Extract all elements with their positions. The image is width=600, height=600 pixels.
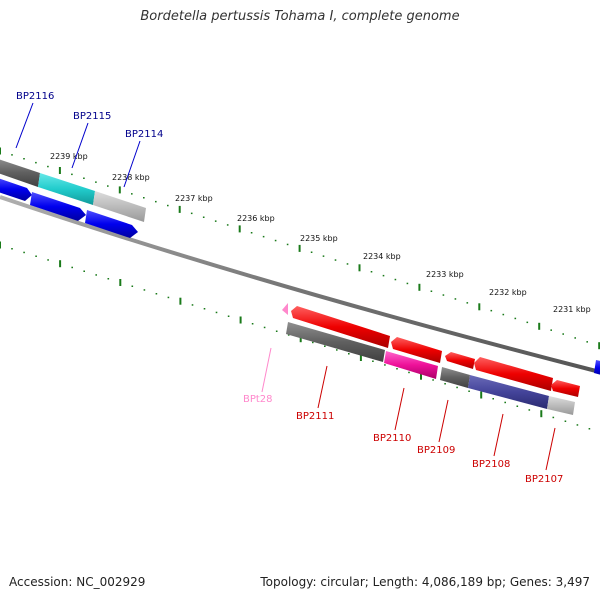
callout-line — [317, 365, 328, 409]
forward-tick-row — [0, 147, 600, 350]
gene-bar-navy[interactable] — [468, 375, 549, 409]
genome-summary: Topology: circular; Length: 4,086,189 bp… — [260, 575, 590, 589]
gene-label-reverse[interactable]: BP2107 — [525, 474, 563, 485]
gene-arrow-red[interactable] — [445, 352, 475, 369]
kbp-tick-label: 2235 kbp — [300, 234, 338, 243]
gene-arrow-red[interactable] — [551, 380, 580, 397]
callout-line — [545, 427, 556, 471]
kbp-tick-label: 2239 kbp — [50, 152, 88, 161]
gene-arrow-red[interactable] — [391, 337, 442, 363]
trna-arrow-pink[interactable] — [282, 303, 288, 315]
kbp-tick-label: 2233 kbp — [426, 270, 464, 279]
gene-bar-lightgray[interactable] — [93, 191, 146, 222]
gene-label-forward[interactable]: BP2114 — [125, 129, 163, 140]
gene-label-forward[interactable]: BP2115 — [73, 111, 111, 122]
kbp-tick-label: 2232 kbp — [489, 288, 527, 297]
callout-line — [261, 347, 272, 393]
gene-arrow-red[interactable] — [474, 357, 553, 391]
gene-label-reverse[interactable]: BP2109 — [417, 445, 455, 456]
gene-arrow-blue[interactable] — [85, 210, 138, 238]
kbp-tick-label: 2237 kbp — [175, 194, 213, 203]
genome-backbone — [0, 195, 600, 374]
kbp-tick-label: 2231 kbp — [553, 305, 591, 314]
gene-bar-lightgray[interactable] — [547, 396, 575, 415]
kbp-tick-label: 2236 kbp — [237, 214, 275, 223]
gene-bar-gray[interactable] — [0, 158, 40, 187]
gene-bar-gray[interactable] — [286, 322, 385, 362]
gene-bar-gray[interactable] — [440, 367, 470, 388]
gene-label-reverse[interactable]: BP2111 — [296, 411, 334, 422]
gene-arrow-blue[interactable] — [30, 192, 86, 221]
callout-line — [15, 102, 34, 149]
gene-label-reverse[interactable]: BP2110 — [373, 433, 411, 444]
gene-label-forward[interactable]: BP2116 — [16, 91, 54, 102]
gene-arrow-red[interactable] — [291, 306, 390, 348]
callout-line — [123, 140, 141, 188]
callout-line — [493, 413, 504, 457]
callout-line — [394, 387, 405, 431]
forward-feature-track — [0, 158, 146, 238]
gene-label-trna[interactable]: BPt28 — [243, 394, 273, 405]
gene-arrow-blue[interactable] — [0, 177, 32, 201]
gene-bar-cyan[interactable] — [38, 173, 95, 205]
gene-label-reverse[interactable]: BP2108 — [472, 459, 510, 470]
gene-arrow-blue[interactable] — [594, 360, 600, 376]
kbp-tick-label: 2238 kbp — [112, 173, 150, 182]
gene-bar-magenta[interactable] — [384, 351, 438, 379]
accession-label: Accession: NC_002929 — [9, 575, 146, 589]
reverse-feature-track — [282, 303, 600, 415]
callout-line — [71, 122, 89, 169]
map-title: Bordetella pertussis Tohama I, complete … — [140, 9, 460, 24]
callout-line — [438, 399, 449, 443]
kbp-tick-label: 2234 kbp — [363, 252, 401, 261]
